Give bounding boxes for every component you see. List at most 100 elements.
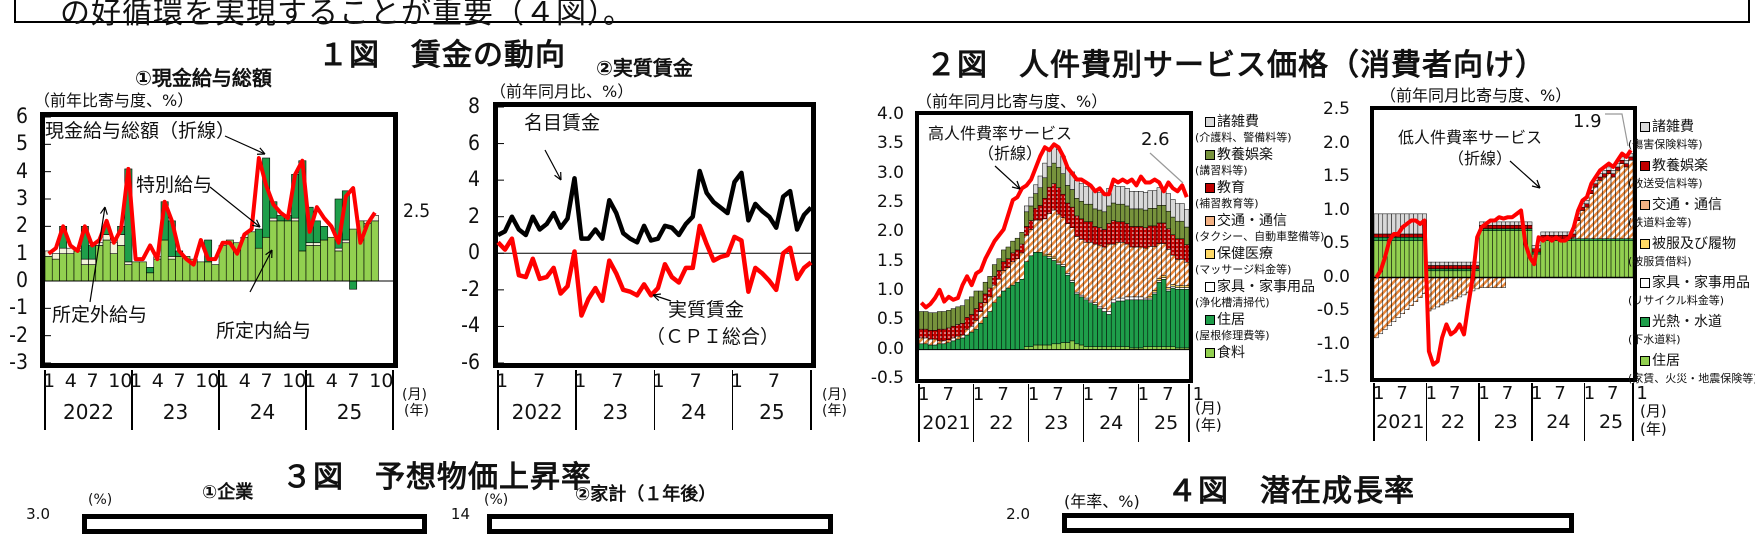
legend-item: 家具・家事用品 <box>1205 280 1315 295</box>
x-month-label: 1 <box>1138 384 1149 405</box>
x-month-label: 1 <box>1373 383 1384 404</box>
y-tick-label: 2.0 <box>877 221 904 241</box>
x-month-label: 7 <box>690 370 702 392</box>
y-tick-label: 0.0 <box>877 339 904 359</box>
fig1-panel2-unit: （前年同月比、%） <box>490 78 633 102</box>
x-month-label: 7 <box>1607 383 1618 404</box>
fig4-title: ４図 潜在成長率 <box>1167 466 1415 510</box>
x-year-label: 24 <box>655 400 733 424</box>
fig3-panel1-title: ①企業 <box>202 478 253 504</box>
legend-swatch-icon <box>1205 315 1215 325</box>
legend-item: 交通・通信 <box>1205 214 1287 229</box>
y-tick-label: 5 <box>16 131 28 155</box>
x-month-label: 7 <box>611 370 623 392</box>
y-tick-label: 0 <box>468 240 480 264</box>
legend-item: 保健医療 <box>1205 247 1273 262</box>
legend-swatch-icon <box>1640 317 1650 327</box>
x-month-label: 1 <box>1426 383 1437 404</box>
x-month-label: 1 <box>217 370 229 392</box>
x-year-label: 24 <box>1084 412 1139 434</box>
fig1-panel2-title: ②実質賃金 <box>596 52 693 81</box>
fig2-panel1-unit: （前年同月比寄与度、%） <box>916 88 1107 112</box>
y-tick-label: -2 <box>461 277 480 301</box>
x-year-label: 25 <box>1139 412 1194 434</box>
legend-sublabel: (鉄道料金等) <box>1628 216 1692 229</box>
legend-label: 交通・通信 <box>1652 197 1722 213</box>
x-year-label: 2022 <box>498 400 576 424</box>
legend-swatch-icon <box>1205 249 1215 259</box>
y-tick-label: 2.5 <box>1323 99 1350 119</box>
legend-label: 住居 <box>1652 353 1680 369</box>
y-tick-label: 3.5 <box>877 133 904 153</box>
legend-swatch-icon <box>1640 239 1650 249</box>
y-tick-label: 1.5 <box>1323 166 1350 186</box>
x-month-label: 7 <box>1502 383 1513 404</box>
legend-sublabel: (傷害保険料等) <box>1628 138 1703 151</box>
x-year-label: 24 <box>219 400 306 424</box>
y-tick-label: -3 <box>9 350 28 374</box>
legend-sublabel: (放送受信料等) <box>1628 177 1703 190</box>
y-tick-label: 6 <box>16 104 28 128</box>
legend-sublabel: (下水道料) <box>1628 333 1681 346</box>
x-month-label: 1 <box>1584 383 1595 404</box>
x-year-label: 2021 <box>1374 411 1427 433</box>
y-tick-label: 8 <box>468 94 480 118</box>
x-month-label: 10 <box>195 370 219 392</box>
x-year-label: 22 <box>1427 411 1480 433</box>
fig3-panel2-unit: (%) <box>484 492 508 508</box>
x-month-label: 4 <box>326 370 338 392</box>
x-month-label: 7 <box>174 370 186 392</box>
fig1-ann-total-line: 現金給与総額（折線） <box>45 116 235 143</box>
legend-label: 被服及び履物 <box>1652 236 1736 252</box>
legend-label: 家具・家事用品 <box>1652 275 1750 291</box>
legend-item: 住居 <box>1640 354 1680 369</box>
y-tick-label: 1.5 <box>877 251 904 271</box>
x-year-label: 23 <box>1479 411 1532 433</box>
y-tick-label: 2.5 <box>877 192 904 212</box>
legend-swatch-icon <box>1205 348 1215 358</box>
legend-sublabel: (リサイクル料金等) <box>1628 294 1724 307</box>
fig1-panel1-unit: （前年比寄与度、%） <box>34 87 193 111</box>
legend-swatch-icon <box>1640 356 1650 366</box>
y-tick-label: 2 <box>468 204 480 228</box>
legend-sublabel: (補習教育等) <box>1195 197 1259 210</box>
x-month-label: 7 <box>1162 384 1173 405</box>
y-tick-label: 0.5 <box>1323 233 1350 253</box>
y-tick-label: 1.0 <box>1323 200 1350 220</box>
x-month-label: 7 <box>87 370 99 392</box>
y-tick-label: 6 <box>468 131 480 155</box>
x-year-label: 24 <box>1532 411 1585 433</box>
x-month-label: 1 <box>1478 383 1489 404</box>
legend-item: 諸雑費 <box>1205 115 1259 130</box>
legend-swatch-icon <box>1205 117 1215 127</box>
y-tick-label: 4 <box>468 167 480 191</box>
x-month-label: 7 <box>1449 383 1460 404</box>
x-month-label: 1 <box>653 370 665 392</box>
x-month-label: 10 <box>108 370 132 392</box>
legend-sublabel: (介護料、警備料等) <box>1195 131 1292 144</box>
legend-label: 教育 <box>1217 180 1245 196</box>
legend-label: 住居 <box>1217 312 1245 328</box>
fig2-panel1-last-value: 2.6 <box>1141 129 1170 150</box>
x-month-label: 1 <box>574 370 586 392</box>
x-month-label: 7 <box>348 370 360 392</box>
legend-swatch-icon <box>1640 200 1650 210</box>
x-month-label: 7 <box>1396 383 1407 404</box>
fig3-panel1-unit: (%) <box>88 492 112 508</box>
x-month-label: 1 <box>130 370 142 392</box>
legend-item: 諸雑費 <box>1640 120 1694 135</box>
y-tick-label: 1.0 <box>877 280 904 300</box>
y-tick-label: -4 <box>461 313 480 337</box>
legend-label: 諸雑費 <box>1217 114 1259 130</box>
legend-label: 食料 <box>1217 345 1245 361</box>
fig1-ann-real-sub: （ＣＰＩ総合） <box>646 322 779 349</box>
x-month-label: 1 <box>918 384 929 405</box>
x-year-label: 2022 <box>45 400 132 424</box>
x-month-label: 1 <box>1028 384 1039 405</box>
legend-sublabel: (浄化槽清掃代) <box>1195 296 1270 309</box>
y-tick-label: -1.0 <box>1317 334 1350 354</box>
fig2-panel1-chart <box>915 111 1193 383</box>
